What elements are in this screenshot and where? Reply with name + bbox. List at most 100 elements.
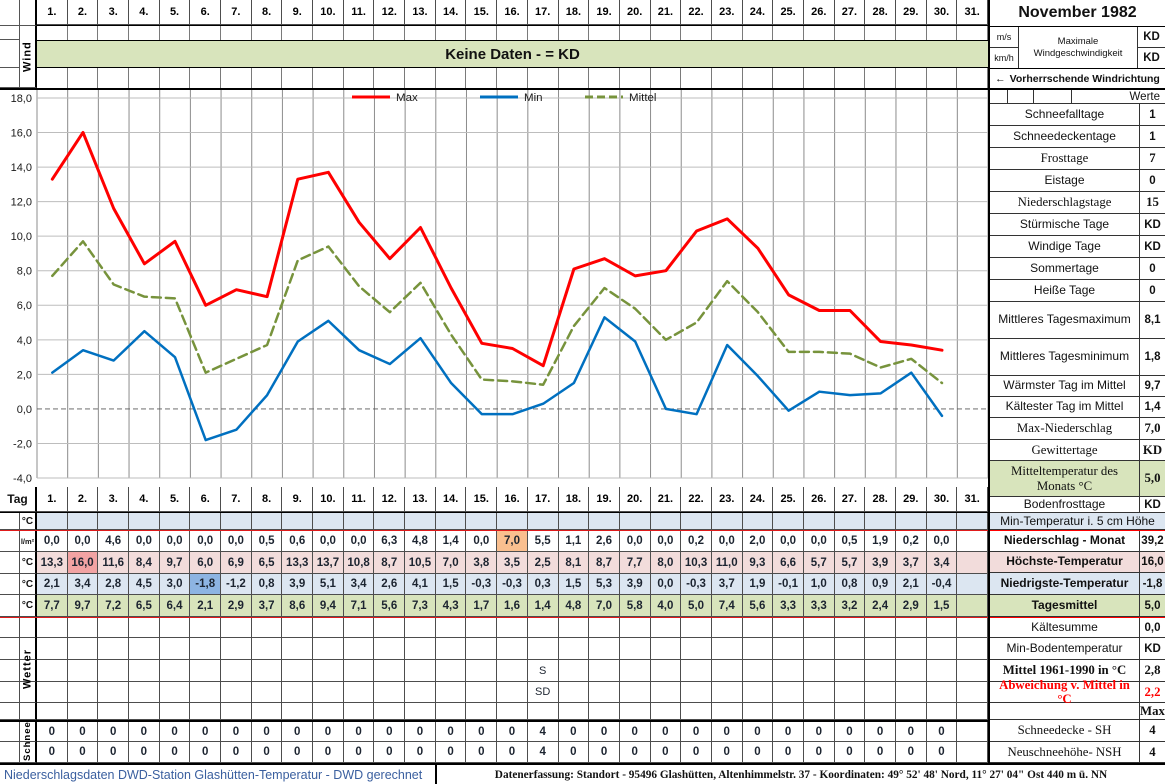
tmax-cell[interactable]: 3,9 bbox=[865, 552, 896, 574]
tmin-cell[interactable]: 1,5 bbox=[435, 574, 467, 595]
wetter-cell[interactable] bbox=[466, 660, 498, 682]
wind-cell[interactable] bbox=[957, 68, 988, 88]
wetter-cell[interactable] bbox=[466, 682, 498, 703]
wetter-cell[interactable] bbox=[773, 703, 804, 720]
schnee-cell[interactable]: 0 bbox=[190, 722, 222, 742]
tmax-cell[interactable]: 8,0 bbox=[650, 552, 682, 574]
tag-cell[interactable]: 12. bbox=[374, 487, 406, 512]
wetter-cell[interactable] bbox=[435, 638, 467, 660]
schnee-cell[interactable]: 0 bbox=[558, 722, 590, 742]
tag-cell[interactable]: 4. bbox=[129, 487, 160, 512]
precip-cell[interactable]: 0,6 bbox=[282, 531, 314, 552]
min5cm-cell[interactable] bbox=[37, 513, 68, 530]
day-header-cell[interactable]: 21. bbox=[650, 0, 682, 25]
wetter-cell[interactable] bbox=[681, 682, 712, 703]
wetter-cell[interactable] bbox=[251, 638, 283, 660]
wind-cell[interactable] bbox=[681, 68, 712, 88]
tmax-cell[interactable]: 13,3 bbox=[282, 552, 314, 574]
tmin-cell[interactable]: 0,8 bbox=[834, 574, 866, 595]
tmittel-cell[interactable]: 9,4 bbox=[313, 595, 344, 617]
wind-cell[interactable] bbox=[497, 26, 528, 40]
schnee-cell[interactable]: 0 bbox=[742, 742, 774, 763]
tmax-cell[interactable]: 2,5 bbox=[527, 552, 559, 574]
tag-cell[interactable]: 14. bbox=[435, 487, 467, 512]
wetter-cell[interactable] bbox=[221, 618, 252, 638]
tmittel-cell[interactable]: 9,7 bbox=[67, 595, 99, 617]
wetter-cell[interactable] bbox=[650, 618, 682, 638]
stat-value[interactable]: 15 bbox=[1146, 195, 1159, 209]
wetter-cell[interactable] bbox=[497, 703, 528, 720]
min5cm-cell[interactable] bbox=[834, 513, 866, 530]
wetter-cell[interactable] bbox=[527, 703, 559, 720]
wetter-cell[interactable] bbox=[895, 682, 927, 703]
wetter-cell[interactable] bbox=[773, 618, 804, 638]
day-header-cell[interactable]: 11. bbox=[343, 0, 375, 25]
tmin-cell[interactable]: -0,1 bbox=[773, 574, 804, 595]
day-header-cell[interactable]: 18. bbox=[558, 0, 590, 25]
tag-cell[interactable]: 3. bbox=[98, 487, 130, 512]
wind-cell[interactable] bbox=[620, 68, 651, 88]
wetter-cell[interactable] bbox=[313, 682, 344, 703]
wetter-cell[interactable] bbox=[650, 638, 682, 660]
schnee-cell[interactable]: 0 bbox=[711, 722, 743, 742]
wetter-cell[interactable] bbox=[589, 682, 620, 703]
wetter-cell[interactable] bbox=[558, 703, 590, 720]
wetter-cell[interactable] bbox=[129, 703, 160, 720]
tmittel-cell[interactable] bbox=[957, 595, 988, 617]
schnee-cell[interactable]: 0 bbox=[405, 722, 436, 742]
precip-cell[interactable]: 6,3 bbox=[374, 531, 406, 552]
schnee-cell[interactable]: 0 bbox=[221, 722, 252, 742]
tag-cell[interactable]: 19. bbox=[589, 487, 620, 512]
day-header-cell[interactable]: 19. bbox=[589, 0, 620, 25]
tmittel-cell[interactable]: 7,1 bbox=[343, 595, 375, 617]
schnee-cell[interactable]: 4 bbox=[527, 722, 559, 742]
tmax-cell[interactable]: 8,7 bbox=[374, 552, 406, 574]
day-header-cell[interactable]: 1. bbox=[37, 0, 68, 25]
precip-cell[interactable]: 0,0 bbox=[37, 531, 68, 552]
wind-cell[interactable] bbox=[466, 68, 498, 88]
wind-cell[interactable] bbox=[712, 68, 743, 88]
wind-cell[interactable] bbox=[804, 26, 835, 40]
wetter-cell[interactable] bbox=[589, 703, 620, 720]
wind-cell[interactable] bbox=[282, 68, 314, 88]
tmittel-cell[interactable]: 4,3 bbox=[435, 595, 467, 617]
wetter-cell[interactable] bbox=[865, 660, 896, 682]
schnee-cell[interactable]: 0 bbox=[926, 722, 958, 742]
day-header-cell[interactable]: 3. bbox=[98, 0, 130, 25]
wetter-cell[interactable] bbox=[251, 703, 283, 720]
min5cm-cell[interactable] bbox=[865, 513, 896, 530]
precip-cell[interactable]: 0,0 bbox=[159, 531, 191, 552]
wetter-cell[interactable] bbox=[37, 660, 68, 682]
precip-cell[interactable]: 4,8 bbox=[405, 531, 436, 552]
tmax-cell[interactable]: 13,3 bbox=[37, 552, 68, 574]
precip-cell[interactable]: 1,9 bbox=[865, 531, 896, 552]
precip-cell[interactable]: 0,5 bbox=[834, 531, 866, 552]
wind-cell[interactable] bbox=[344, 68, 375, 88]
day-header-cell[interactable]: 5. bbox=[159, 0, 191, 25]
wind-cell[interactable] bbox=[221, 26, 252, 40]
tag-cell[interactable]: 2. bbox=[67, 487, 99, 512]
wetter-cell[interactable] bbox=[374, 618, 406, 638]
wetter-cell[interactable] bbox=[159, 682, 191, 703]
precip-cell[interactable]: 0,2 bbox=[681, 531, 712, 552]
day-header-cell[interactable]: 31. bbox=[957, 0, 988, 25]
wind-cell[interactable] bbox=[282, 26, 314, 40]
min5cm-cell[interactable] bbox=[497, 513, 528, 530]
wetter-cell[interactable] bbox=[865, 703, 896, 720]
corner-cell[interactable] bbox=[0, 0, 20, 26]
tmittel-cell[interactable]: 6,5 bbox=[129, 595, 160, 617]
wetter-cell[interactable] bbox=[67, 682, 99, 703]
wetter-cell[interactable] bbox=[190, 703, 222, 720]
wind-cell[interactable] bbox=[712, 26, 743, 40]
wetter-cell[interactable] bbox=[803, 618, 835, 638]
wetter-cell[interactable] bbox=[251, 618, 283, 638]
wetter-cell[interactable] bbox=[957, 638, 988, 660]
wind-cell[interactable] bbox=[98, 26, 130, 40]
precip-cell[interactable]: 2,0 bbox=[742, 531, 774, 552]
wetter-cell[interactable] bbox=[37, 703, 68, 720]
tmittel-cell[interactable]: 4,8 bbox=[558, 595, 590, 617]
schnee-cell[interactable]: 0 bbox=[589, 722, 620, 742]
stat-value[interactable]: 1 bbox=[1149, 130, 1156, 143]
schnee-cell[interactable]: 0 bbox=[221, 742, 252, 763]
schnee-cell[interactable]: 0 bbox=[190, 742, 222, 763]
